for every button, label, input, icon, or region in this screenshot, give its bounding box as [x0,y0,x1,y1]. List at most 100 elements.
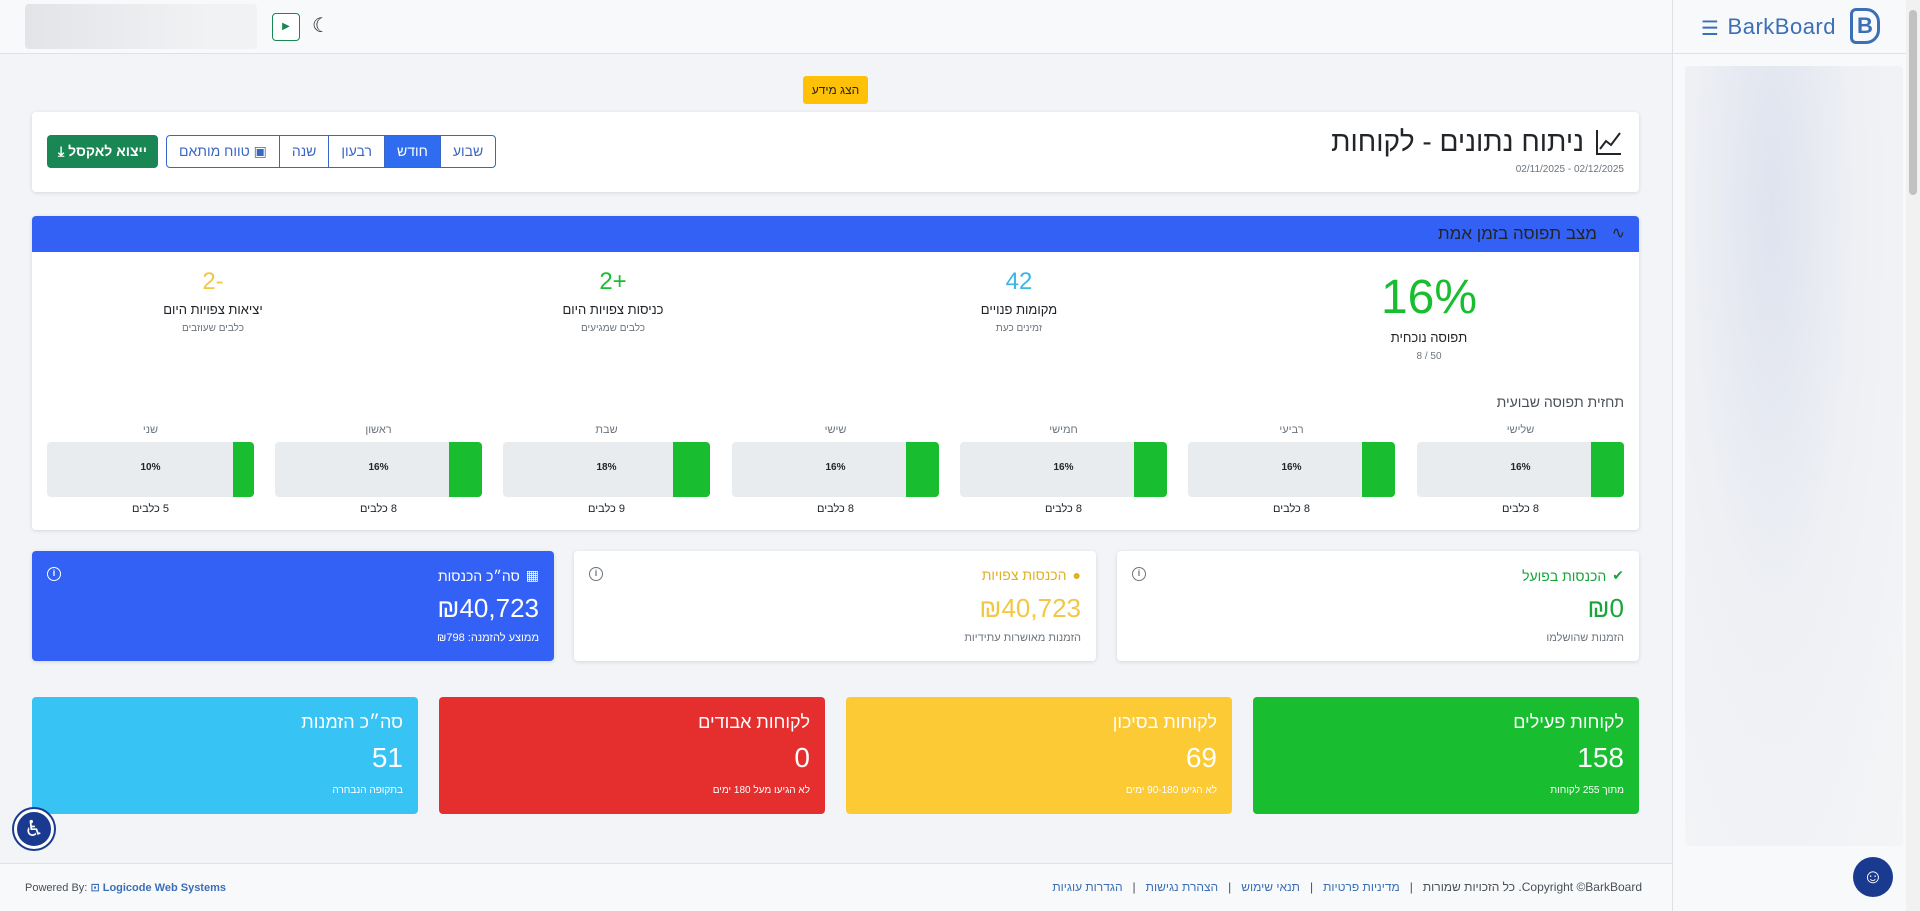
info-icon[interactable]: i [589,567,603,581]
powered-by-company[interactable]: ⊡ Logicode Web Systems [90,882,226,894]
total-orders-title: סה״כ הזמנות [301,712,403,732]
play-button[interactable]: ▶ [272,13,300,41]
page-title-text: ניתוח נתונים - לקוחות [1331,126,1584,157]
forecast-day-fill [1590,442,1624,497]
forecast-day: שבת 18% 9 כלבים [503,424,710,515]
actual-revenue-card: ✔ הכנסות בפועל ₪0 הזמנות שהושלמו i [1117,551,1639,661]
page-title: ניתוח נתונים - לקוחות [1331,126,1624,158]
forecast-day: שני 10% 5 כלבים [47,424,254,515]
forecast-day-fill [1133,442,1167,497]
departures-sub: כלבים שעוזבים [182,323,244,334]
risk-customers-value: 69 [1185,742,1217,773]
brand-name[interactable]: BarkBoard [1727,14,1836,39]
accessibility-statement-link[interactable]: הצהרת נגישות [1145,880,1219,894]
forecast-day-bar: 18% [503,442,710,497]
show-data-button[interactable]: הצג מידע [803,76,868,104]
search-input[interactable] [25,4,257,49]
date-range: 02/11/2025 - 02/12/2025 [1515,164,1624,175]
occupancy-title: מצב תפוסה בזמן אמת [1437,224,1597,243]
scrollbar-thumb[interactable] [1909,10,1917,195]
total-orders-value: 51 [371,742,403,773]
actual-revenue-title: ✔ הכנסות בפועל [1522,567,1624,584]
period-month-button[interactable]: חודש [383,135,441,168]
footer-separator: | [1409,880,1413,894]
active-customers-card[interactable]: לקוחות פעילים 158 מתוך 255 לקוחות [1253,697,1639,814]
footer-separator: | [1228,880,1232,894]
powered-by: Powered By: ⊡ Logicode Web Systems [25,881,226,894]
period-quarter-button[interactable]: רבעון [328,135,385,168]
forecast-day-bar: 16% [275,442,482,497]
period-year-button[interactable]: שנה [278,135,330,168]
forecast-day-name: שישי [824,424,847,436]
footer-separator: | [1132,880,1136,894]
forecast-day-percent: 16% [1281,462,1302,473]
total-orders-sub: בתקופה הנבחרה [332,785,403,796]
menu-icon[interactable]: ☰ [1701,18,1719,40]
total-revenue-title-text: סה״כ הכנסות [438,567,520,584]
lost-customers-sub: לא הגיעו מעל 180 ימים [712,785,810,796]
chart-line-icon [1596,130,1621,155]
forecast-day-count: 8 כלבים [816,503,855,515]
forecast-day-bar: 10% [47,442,254,497]
calendar-icon: ▣ [249,143,267,159]
current-occupancy-stat: 16% תפוסה נוכחית 50 / 8 [1359,271,1499,363]
info-icon[interactable]: i [47,567,61,581]
export-excel-button[interactable]: ייצוא לאקסל ⤓ [47,135,158,168]
lost-customers-title: לקוחות אבודים [698,712,810,732]
actual-revenue-title-text: הכנסות בפועל [1522,567,1607,584]
forecast-day-fill [448,442,482,497]
chat-bot-icon[interactable]: ☺ [1853,857,1893,897]
forecast-title: תחזית תפוסה שבועית [1496,394,1624,410]
scrollbar[interactable] [1906,0,1920,911]
accessibility-icon[interactable]: ♿ [14,809,54,849]
forecast-day: רביעי 16% 8 כלבים [1188,424,1395,515]
forecast-day-bar: 16% [1417,442,1624,497]
departures-label: יציאות צפויות היום [163,302,263,317]
arrivals-value: +2 [599,268,627,295]
total-revenue-sub: ממוצע להזמנה: ₪798 [437,632,539,644]
clock-icon: ● [1072,567,1081,583]
period-week-button[interactable]: שבוע [439,135,497,168]
forecast-day-count: 8 כלבים [1501,503,1540,515]
active-customers-value: 158 [1577,742,1624,773]
dark-mode-icon[interactable]: ☾ [312,15,330,37]
forecast-day-percent: 18% [596,462,617,473]
active-customers-sub: מתוך 255 לקוחות [1550,785,1624,796]
free-spots-stat: 42 מקומות פנויים זמינים כעת [949,268,1089,335]
download-icon: ⤓ [58,143,65,159]
total-revenue-title: ▦ סה״כ הכנסות [438,567,539,584]
expected-revenue-sub: הזמנות מאושרות עתידיות [964,632,1081,644]
footer-separator: | [1309,880,1314,894]
expected-revenue-title: ● הכנסות צפויות [982,567,1081,583]
period-custom-button[interactable]: ▣ טווח מותאם [166,135,280,168]
forecast-day-fill [233,442,254,497]
forecast-day: שלישי 16% 8 כלבים [1417,424,1624,515]
forecast-day-fill [1361,442,1395,497]
terms-link[interactable]: תנאי שימוש [1241,880,1300,894]
forecast-day-name: שני [142,424,159,436]
export-excel-label: ייצוא לאקסל [68,143,147,159]
forecast-day-name: רביעי [1279,424,1304,436]
departures-stat: -2 יציאות צפויות היום כלבים שעוזבים [133,270,293,335]
forecast-day-count: 9 כלבים [587,503,626,515]
forecast-day-percent: 16% [825,462,846,473]
forecast-day-fill [672,442,710,497]
risk-customers-card[interactable]: לקוחות בסיכון 69 לא הגיעו 90-180 ימים [846,697,1232,814]
total-orders-card[interactable]: סה״כ הזמנות 51 בתקופה הנבחרה [32,697,418,814]
forecast-day-name: חמישי [1049,424,1078,436]
pulse-icon: ∿ [1611,225,1625,242]
occupancy-card: ∿ מצב תפוסה בזמן אמת 16% תפוסה נוכחית 50… [32,216,1639,530]
info-icon[interactable]: i [1132,567,1146,581]
current-occupancy-value: 16% [1380,271,1478,324]
powered-by-company-text: Logicode Web Systems [102,882,226,894]
privacy-link[interactable]: מדיניות פרטיות [1323,880,1400,894]
brand-logo[interactable]: B [1850,8,1880,44]
forecast-day-percent: 16% [1053,462,1074,473]
cookie-settings-link[interactable]: הגדרות עוגיות [1052,880,1123,894]
top-bar: ▶ ☾ [0,0,1672,54]
copyright-text: Copyright ©BarkBoard. כל הזכויות שמורות [1422,880,1642,894]
expected-revenue-card: ● הכנסות צפויות ₪40,723 הזמנות מאושרות עת… [574,551,1096,661]
free-spots-value: 42 [1005,268,1033,295]
actual-revenue-sub: הזמנות שהושלמו [1546,632,1624,644]
lost-customers-card[interactable]: לקוחות אבודים 0 לא הגיעו מעל 180 ימים [439,697,825,814]
